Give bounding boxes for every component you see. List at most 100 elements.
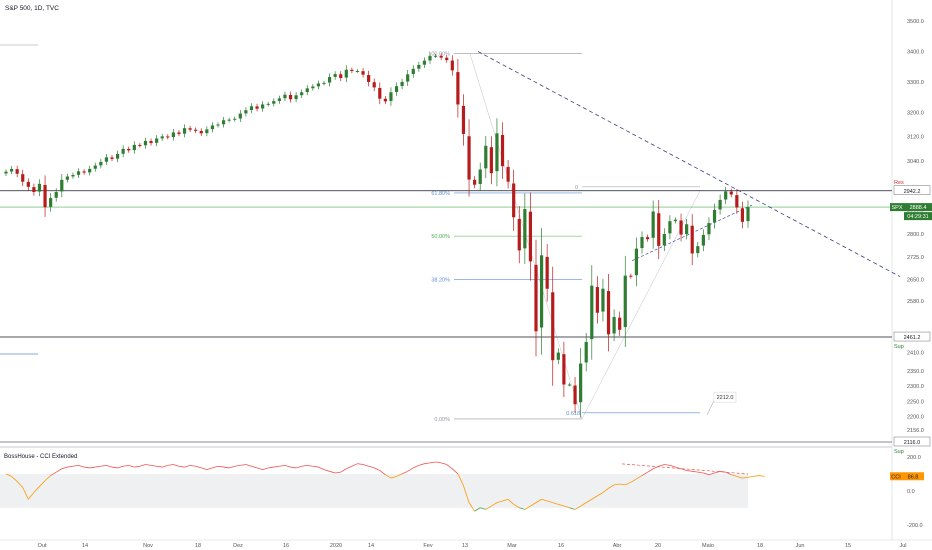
cci-segment [78,464,85,468]
y-tick-label: 2300.0 [907,384,924,390]
cci-segment [72,464,79,467]
cci-segment [16,481,24,488]
cci-segment [22,487,29,500]
countdown-value: 04:29:31 [907,214,928,220]
candle-body [685,224,689,235]
candle-body [478,169,482,184]
cci-segment [753,475,760,477]
cci-segment [167,464,174,466]
candle-body [210,125,215,130]
x-tick-label: Nov [143,543,153,549]
cci-band [0,474,748,508]
candle-body [160,136,164,139]
candle-body [93,165,97,169]
x-tick-label: 13 [462,543,468,549]
cci-segment [441,462,447,465]
axes: 3500.03400.03300.03200.03120.03040.02880… [38,19,924,549]
candle-body [182,128,187,134]
candle-body [528,211,533,262]
cci-segment [162,464,168,468]
cci-segment [597,492,604,497]
cci-segment [295,465,302,469]
cci-segment [134,465,140,468]
candle-body [696,246,700,254]
cci-segment [268,466,274,469]
cci-segment [703,472,710,476]
candle-body [467,136,471,180]
candle-body [740,208,745,222]
cci-name: CCI [891,474,901,480]
candle-body [551,292,555,361]
y-tick-label: 3300.0 [907,80,924,86]
candle-body [417,64,421,69]
cci-segment [435,461,442,464]
candle-body [138,144,142,146]
cci-segment [547,500,553,504]
candle-body [400,81,404,86]
candle-body [506,166,510,182]
cci-segment [407,467,414,472]
candle-body [562,354,566,385]
candle-body [411,68,415,75]
cci-segment [251,465,258,469]
candle-body [15,169,19,174]
cci-segment [474,507,481,512]
cci-segment [106,464,113,468]
cci-segment [33,486,40,493]
cci-value-box [902,472,924,481]
y-tick-label: 3040.0 [907,159,924,165]
candle-body [121,148,125,154]
cci-segment [390,476,397,479]
cci-segment [28,492,35,500]
x-tick-label: 15 [845,543,851,549]
bottom-badge-box [893,436,931,447]
candle-body [512,183,516,218]
cci-segment [519,507,525,510]
candle-body [65,176,69,180]
candle-body [316,83,321,87]
candle-body [205,129,209,134]
candle-body [155,138,159,143]
candle-body [355,70,360,72]
candle-body [450,60,454,71]
horizontal-lines [0,190,892,443]
callout-label: 2212.0 [717,395,734,401]
candle-body [361,71,365,75]
candle-body [489,147,493,174]
cci-segment [290,466,297,469]
cci-segment [346,465,353,470]
cci-segment [67,465,74,468]
candle-body [115,154,120,159]
cci-segment [184,464,191,468]
candle-body [199,131,203,134]
candle-body [729,191,733,195]
cci-segment [457,473,464,486]
candle-body [294,95,298,100]
candle-body [673,219,678,222]
candle-body [60,179,64,192]
cci-segment [580,502,587,507]
cci-segment [223,466,230,469]
candle-body [640,237,644,249]
cci-segment [507,498,514,505]
cci-segment [245,464,252,467]
y-tick-label: 3400.0 [907,50,924,56]
cci-segment [357,463,364,465]
candle-body [171,132,175,138]
candle-body [32,187,36,193]
candle-body [300,92,304,96]
cci-segment [429,461,436,464]
downtrend-line [477,51,901,277]
cci-segment [201,467,207,470]
candle-body [127,148,131,151]
candle-body [590,285,594,340]
candle-body [166,136,170,138]
x-tick-label: Fev [423,543,432,549]
candle-body [473,179,477,185]
candle-body [378,87,382,99]
candle-body [54,192,58,198]
cci-segment [323,469,330,472]
countdown-box [904,212,932,221]
